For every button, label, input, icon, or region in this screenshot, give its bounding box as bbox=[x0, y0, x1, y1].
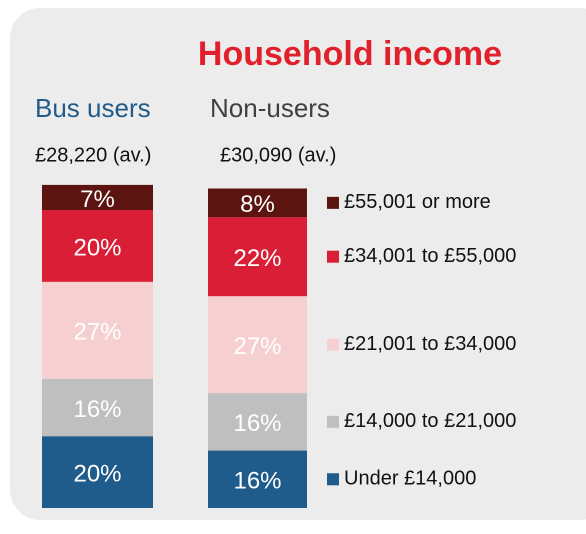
legend-swatch bbox=[327, 196, 339, 209]
legend-label: £34,001 to £55,000 bbox=[344, 245, 516, 267]
legend-label: £21,001 to £34,000 bbox=[344, 333, 516, 355]
bar-segment bbox=[208, 450, 307, 508]
value-label: 22% bbox=[233, 245, 281, 272]
legend-swatch bbox=[327, 415, 339, 428]
bar-segment bbox=[208, 393, 307, 451]
category-label: Bus users bbox=[35, 93, 151, 123]
value-label: 7% bbox=[80, 186, 115, 213]
legend-swatch bbox=[327, 338, 339, 351]
legend-swatch bbox=[327, 473, 339, 486]
value-label: 20% bbox=[73, 234, 121, 261]
value-label: 16% bbox=[233, 410, 281, 437]
category-label: Non-users bbox=[210, 93, 330, 123]
legend-swatch bbox=[327, 250, 339, 263]
bar-segment bbox=[208, 217, 307, 297]
value-label: 16% bbox=[73, 396, 121, 423]
bar-segment bbox=[42, 281, 153, 379]
value-label: 16% bbox=[233, 468, 281, 495]
chart-title: Household income bbox=[198, 35, 502, 73]
legend-label: Under £14,000 bbox=[344, 468, 476, 490]
value-label: 27% bbox=[73, 319, 121, 346]
value-label: 8% bbox=[240, 191, 275, 218]
bar-segment bbox=[42, 436, 153, 508]
value-label: 20% bbox=[73, 460, 121, 487]
bar-segment bbox=[42, 184, 153, 211]
legend-label: £14,000 to £21,000 bbox=[344, 410, 516, 432]
bar-segment bbox=[42, 210, 153, 282]
legend-label: £55,001 or more bbox=[344, 191, 491, 213]
bar-segment bbox=[208, 296, 307, 394]
category-subtitle: £30,090 (av.) bbox=[220, 144, 336, 166]
category-subtitle: £28,220 (av.) bbox=[35, 144, 151, 166]
bar-segment bbox=[208, 188, 307, 218]
bar-segment bbox=[42, 378, 153, 437]
value-label: 27% bbox=[233, 333, 281, 360]
